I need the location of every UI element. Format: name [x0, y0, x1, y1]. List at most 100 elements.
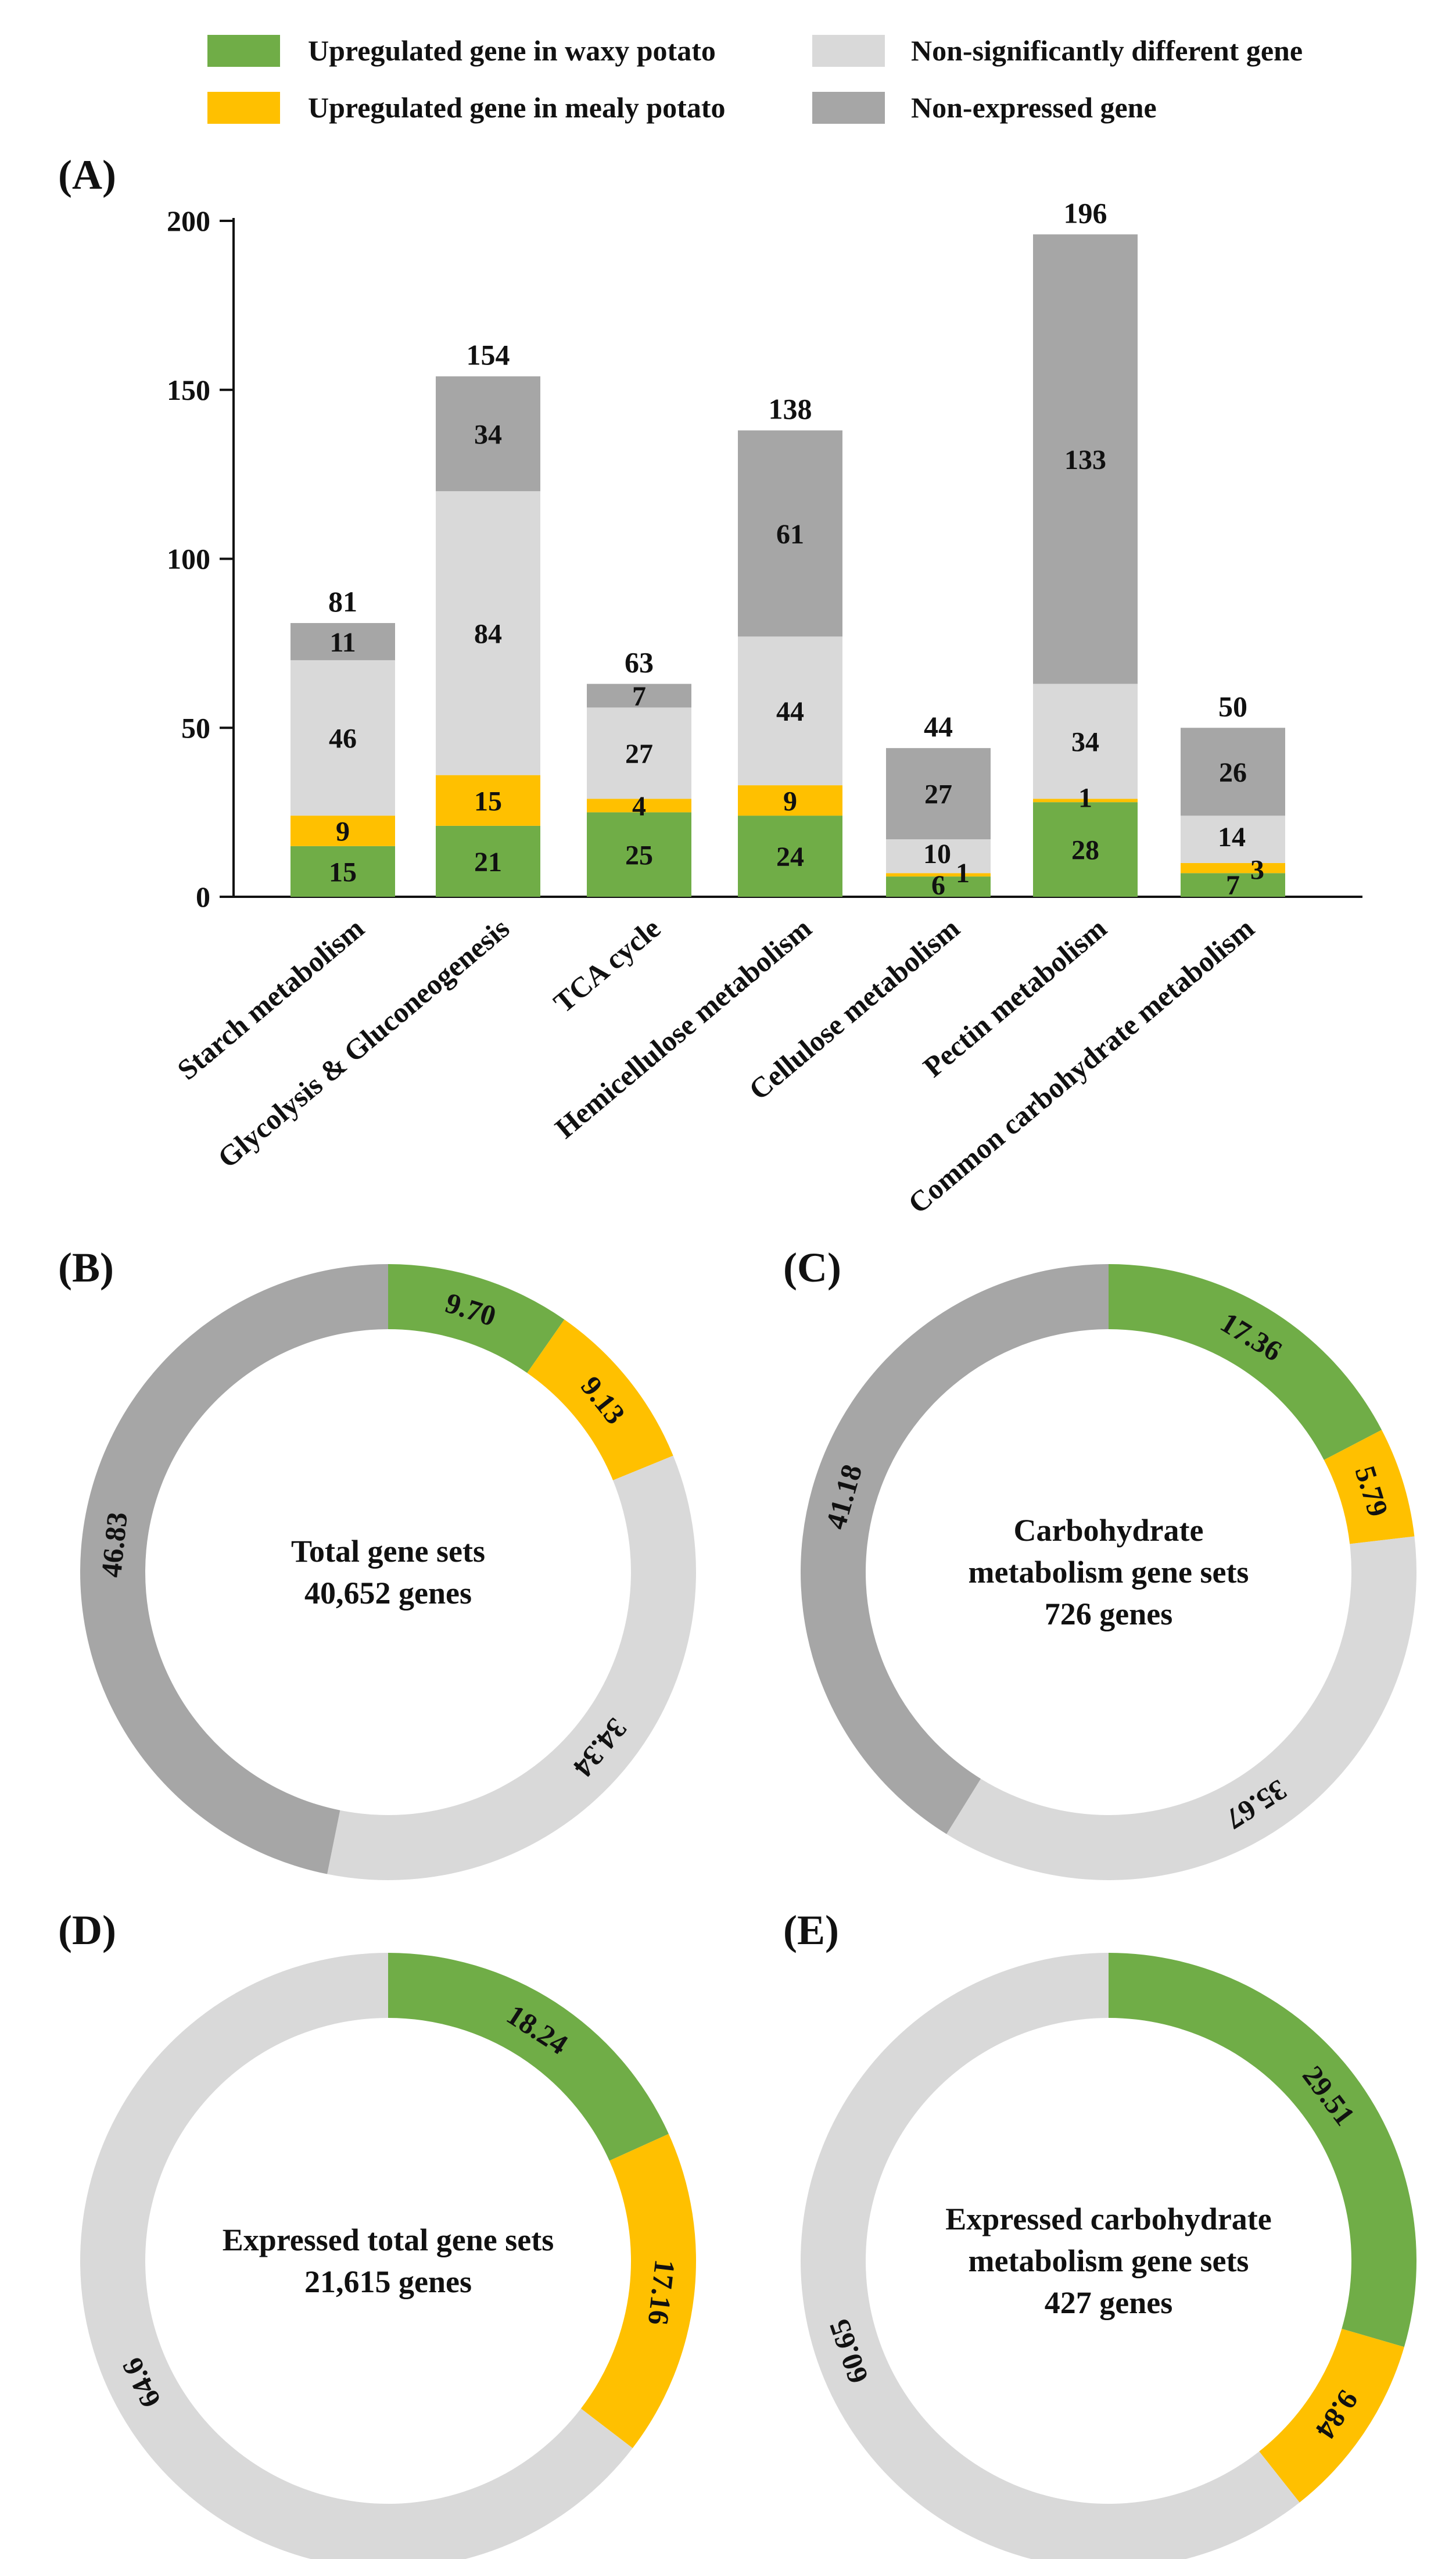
- bar-value-label: 11: [329, 627, 356, 658]
- bar-value-label: 1: [956, 858, 970, 889]
- bar-total-label: 44: [924, 710, 953, 743]
- bar-segment-mealy: [738, 785, 842, 816]
- donut-center-text: metabolism gene sets: [969, 2243, 1249, 2278]
- donut-slice-mealy: [580, 2134, 697, 2449]
- donut-center-text: 40,652 genes: [304, 1576, 472, 1610]
- donut-slice-nonsig: [327, 1455, 696, 1880]
- x-tick-label: TCA cycle: [547, 912, 666, 1019]
- bar-total-label: 81: [328, 585, 357, 618]
- y-tick-label: 150: [167, 374, 210, 406]
- bar-value-label: 27: [625, 739, 653, 770]
- donut-slice-mealy: [527, 1319, 673, 1480]
- legend-label-nonexp: Non-expressed gene: [911, 91, 1157, 124]
- bar-segment-mealy: [1181, 862, 1285, 874]
- legend-swatch-waxy: [207, 35, 280, 67]
- legend-label-waxy: Upregulated gene in waxy potato: [308, 34, 716, 67]
- bar-value-label: 44: [776, 696, 804, 727]
- bar-value-label: 28: [1071, 835, 1099, 866]
- bar-value-label: 26: [1219, 757, 1247, 788]
- legend-swatch-nonexp: [812, 92, 885, 124]
- bar-value-label: 34: [474, 419, 502, 450]
- bar-segment-nonsig: [436, 491, 540, 775]
- legend: Upregulated gene in waxy potato Upregula…: [207, 34, 1303, 124]
- bar-value-label: 9: [783, 786, 797, 817]
- donut-center-text: 726 genes: [1045, 1597, 1172, 1631]
- panel-label-e: (E): [783, 1907, 839, 1953]
- donut-center-text: Expressed carbohydrate: [945, 2202, 1272, 2236]
- donut-slice-nonsig: [946, 1536, 1417, 1881]
- bar-total-label: 50: [1218, 690, 1247, 722]
- bar-value-label: 3: [1250, 854, 1264, 885]
- donut-slice-label: 17.16: [642, 2258, 682, 2327]
- donut-slice-mealy: [1324, 1430, 1415, 1544]
- donut-slice-waxy: [388, 1953, 669, 2161]
- donut-slice-waxy: [388, 1264, 565, 1373]
- bar-segment-waxy: [1181, 873, 1285, 897]
- donut-center-text: Total gene sets: [291, 1534, 485, 1569]
- bar-segment-nonexp: [1181, 728, 1285, 816]
- donut-center-text: metabolism gene sets: [969, 1555, 1249, 1590]
- donut-slice-waxy: [1109, 1264, 1382, 1460]
- bar-segment-nonsig: [1033, 683, 1138, 799]
- bar-segment-waxy: [738, 815, 842, 897]
- y-tick-label: 0: [196, 881, 210, 913]
- bar-value-label: 84: [474, 618, 502, 649]
- bar-segment-waxy: [1033, 802, 1138, 897]
- bar-value-label: 15: [474, 786, 502, 817]
- bar-segment-nonsig: [291, 660, 395, 816]
- bar-total-label: 138: [769, 393, 812, 425]
- legend-label-nonsig: Non-significantly different gene: [911, 34, 1303, 67]
- bar-segment-nonsig: [587, 707, 691, 799]
- bar-value-label: 4: [632, 791, 646, 822]
- bar-value-label: 27: [924, 779, 952, 810]
- bar-segment-nonexp: [436, 376, 540, 492]
- bar-segment-waxy: [587, 812, 691, 897]
- y-tick-label: 50: [181, 711, 210, 744]
- donut-center-text: Carbohydrate: [1014, 1513, 1204, 1548]
- donut-slice-mealy: [1259, 2328, 1404, 2503]
- bar-value-label: 14: [1218, 822, 1246, 853]
- bar-value-label: 6: [931, 870, 945, 901]
- bar-segment-mealy: [1033, 799, 1138, 803]
- donut-slice-nonexp: [800, 1264, 1109, 1834]
- panel-label-c: (C): [783, 1244, 841, 1291]
- y-tick-label: 100: [167, 543, 210, 575]
- bar-total-label: 196: [1064, 196, 1107, 229]
- panel-label-b: (B): [58, 1244, 114, 1291]
- bar-total-label: 154: [467, 338, 510, 371]
- bar-segment-mealy: [436, 775, 540, 826]
- bar-segment-waxy: [886, 876, 991, 897]
- bar-segment-waxy: [291, 846, 395, 897]
- donut-center-text: 427 genes: [1045, 2285, 1172, 2320]
- x-tick-label: Glycolysis & Gluconeogenesis: [211, 912, 515, 1175]
- legend-swatch-mealy: [207, 92, 280, 124]
- bar-segment-nonexp: [886, 748, 991, 840]
- bar-value-label: 1: [1078, 782, 1092, 813]
- donut-slice-nonsig: [801, 1953, 1300, 2559]
- bar-total-label: 63: [625, 646, 654, 679]
- bar-segment-mealy: [886, 873, 991, 877]
- bar-value-label: 7: [632, 681, 646, 712]
- legend-label-mealy: Upregulated gene in mealy potato: [308, 91, 725, 124]
- panel-label-d: (D): [58, 1907, 116, 1953]
- bar-segment-nonexp: [587, 683, 691, 708]
- bar-value-label: 21: [474, 847, 502, 878]
- bar-value-label: 133: [1064, 445, 1106, 475]
- donut-center-text: Expressed total gene sets: [223, 2222, 554, 2257]
- panel-label-a: (A): [58, 152, 116, 198]
- bar-value-label: 25: [625, 840, 653, 871]
- bar-value-label: 15: [329, 857, 357, 887]
- bar-segment-waxy: [436, 825, 540, 897]
- bar-value-label: 34: [1071, 727, 1099, 758]
- x-tick-label: Hemicellulose metabolism: [549, 912, 818, 1145]
- bar-value-label: 61: [776, 519, 804, 550]
- bar-segment-nonsig: [886, 839, 991, 874]
- bar-segment-nonsig: [1181, 815, 1285, 863]
- y-tick-label: 200: [167, 205, 210, 237]
- donut-slice-nonexp: [80, 1264, 389, 1874]
- donut-slice-label: 46.83: [95, 1511, 134, 1579]
- bar-segment-nonexp: [291, 622, 395, 660]
